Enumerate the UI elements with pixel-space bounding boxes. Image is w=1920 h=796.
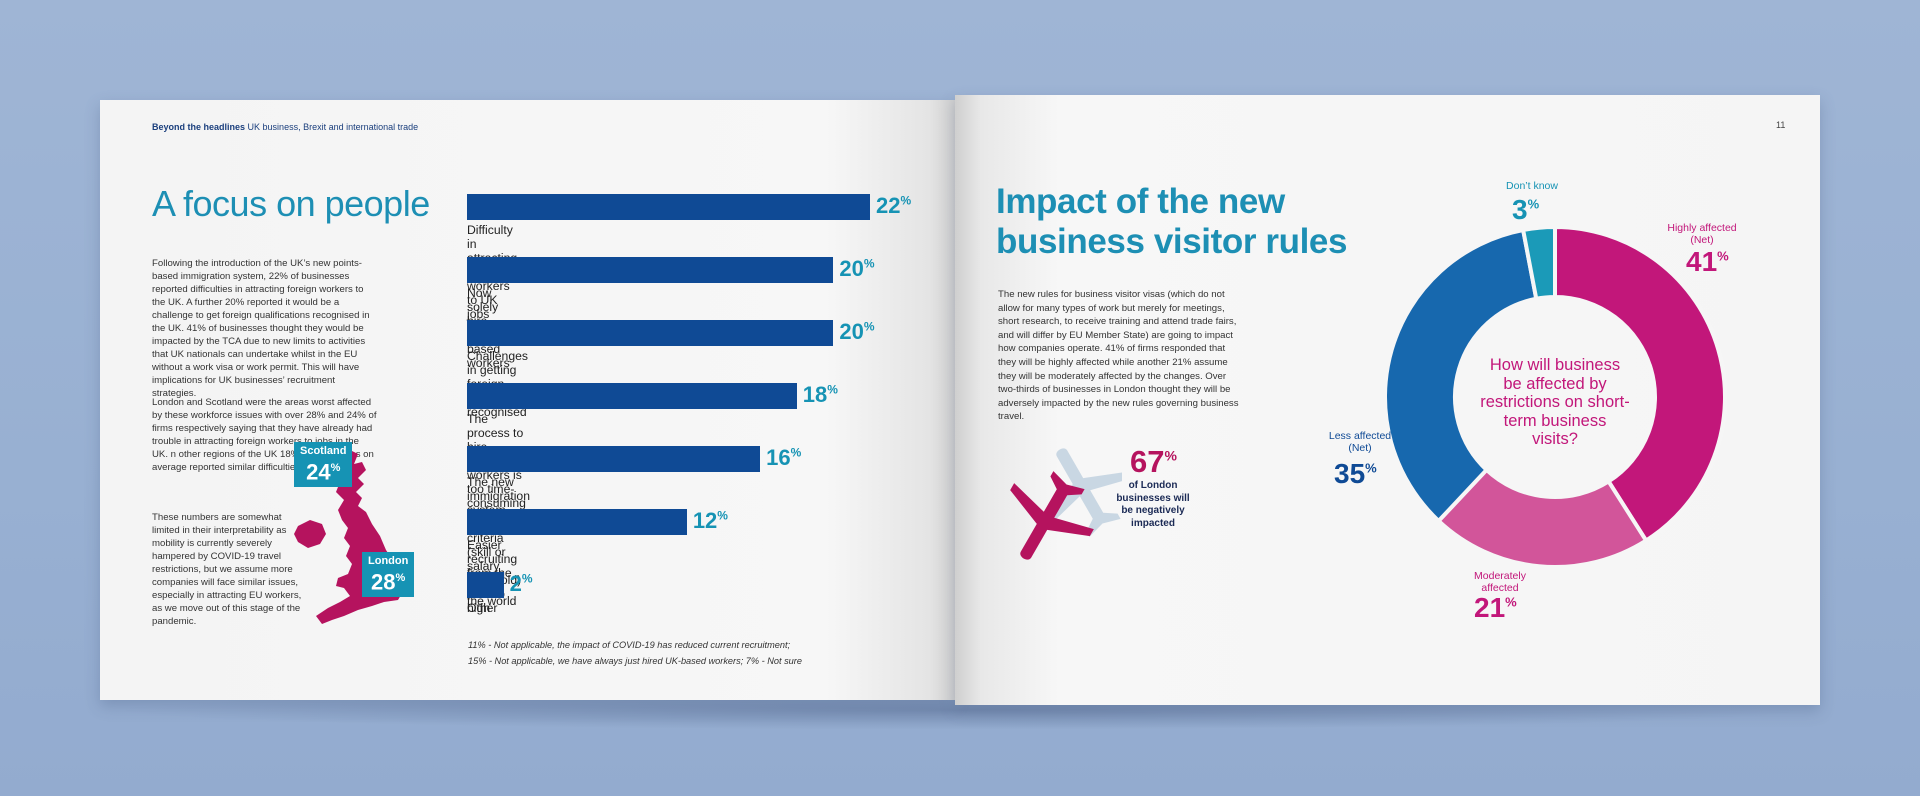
bar xyxy=(467,257,834,283)
scotland-label: Scotland xyxy=(300,445,347,457)
bar-value-label: 18% xyxy=(802,382,838,407)
bar-value-label: 2% xyxy=(509,571,533,596)
bar xyxy=(467,509,687,535)
bar xyxy=(467,446,761,472)
footnote-1: 11% - Not applicable, the impact of COVI… xyxy=(468,640,791,650)
airplane-icon xyxy=(1010,448,1122,560)
donut-slice-value: 21% xyxy=(1474,592,1517,623)
london-stat-text: of London businesses will be negatively … xyxy=(1116,480,1190,529)
right-paragraph: The new rules for business visitor visas… xyxy=(998,289,1239,423)
london-value: 28% xyxy=(371,569,406,595)
donut-slice-value: 3% xyxy=(1512,194,1540,225)
bar xyxy=(467,320,834,346)
running-head-text: UK business, Brexit and international tr… xyxy=(247,122,419,132)
bar-value-label: 12% xyxy=(692,508,728,533)
bar-value-label: 22% xyxy=(876,193,912,218)
donut-slice-value: 35% xyxy=(1334,458,1377,489)
running-head: Beyond the headlines UK business, Brexit… xyxy=(152,122,418,132)
page-number: 11 xyxy=(1776,120,1786,130)
donut-slice xyxy=(1520,224,1557,302)
london-label: London xyxy=(368,555,409,567)
donut-question: How will business be affected by restric… xyxy=(1480,356,1630,448)
footnote-2: 15% - Not applicable, we have always jus… xyxy=(468,656,802,666)
left-heading: A focus on people xyxy=(152,183,430,224)
scotland-value: 24% xyxy=(306,459,341,485)
london-callout: London 28% xyxy=(362,552,415,598)
london-stat-value: 67% xyxy=(1130,444,1177,479)
donut-slice-value: 41% xyxy=(1686,246,1729,277)
left-paragraph-2: London and Scotland were the areas worst… xyxy=(152,397,377,473)
donut-slice-label: Less affected (Net) xyxy=(1328,430,1392,454)
bar xyxy=(467,383,797,409)
donut-chart xyxy=(1383,224,1727,569)
donut-slice-label: Moderately affected xyxy=(1474,570,1526,594)
right-heading-line-1: Impact of the new xyxy=(996,182,1285,221)
scotland-callout: Scotland 24% xyxy=(294,442,353,488)
donut-slice xyxy=(1435,467,1649,569)
bar-value-label: 20% xyxy=(839,256,875,281)
bar-value-label: 20% xyxy=(839,319,875,344)
bar-value-label: 16% xyxy=(766,445,802,470)
right-heading-line-2: business visitor rules xyxy=(996,222,1348,261)
donut-slice-label: Highly affected (Net) xyxy=(1667,222,1737,246)
running-head-bold: Beyond the headlines xyxy=(152,122,246,132)
bar-category-label: Other xyxy=(467,601,498,615)
right-heading: Impact of the new business visitor rules xyxy=(996,182,1347,262)
left-paragraph-1: Following the introduction of the UK’s n… xyxy=(152,258,370,399)
donut-slice xyxy=(1383,227,1539,524)
bar xyxy=(467,194,870,220)
donut-slice xyxy=(1553,224,1727,544)
bar xyxy=(467,572,504,598)
left-paragraph-3: These numbers are somewhat limited in th… xyxy=(152,512,302,627)
donut-slice-label: Don’t know xyxy=(1506,180,1558,192)
